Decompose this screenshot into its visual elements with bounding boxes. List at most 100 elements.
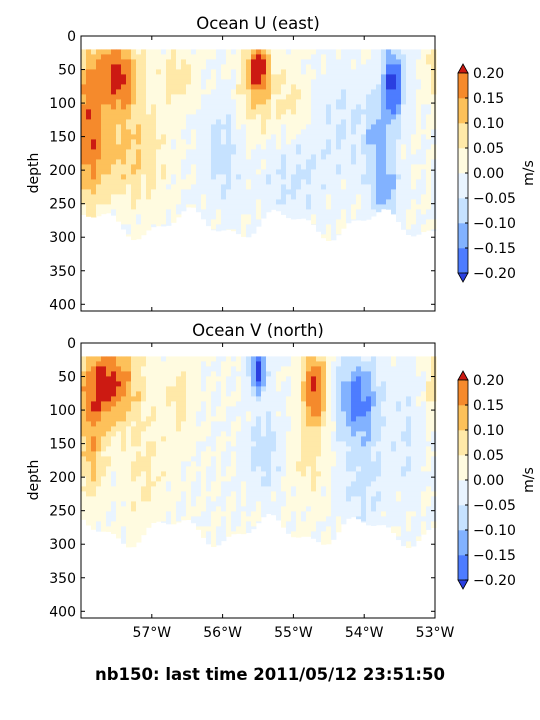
- heatmap-cell: [136, 396, 142, 402]
- heatmap-cell: [111, 406, 117, 412]
- heatmap-cell: [276, 406, 282, 412]
- heatmap-cell: [371, 109, 377, 115]
- heatmap-cell: [131, 361, 137, 367]
- heatmap-cell: [151, 214, 157, 220]
- heatmap-cell: [236, 209, 242, 215]
- heatmap-cell: [321, 139, 327, 145]
- heatmap-cell: [181, 129, 187, 135]
- heatmap-cell: [361, 174, 367, 180]
- heatmap-cell: [416, 109, 422, 115]
- heatmap-cell: [291, 209, 297, 215]
- heatmap-cell: [336, 134, 342, 140]
- heatmap-cell: [121, 119, 127, 125]
- heatmap-cell: [406, 386, 412, 392]
- heatmap-cell: [146, 361, 152, 367]
- heatmap-cell: [181, 184, 187, 190]
- heatmap-cell: [166, 506, 172, 512]
- heatmap-cell: [326, 466, 332, 472]
- heatmap-cell: [286, 506, 292, 512]
- heatmap-cell: [246, 486, 252, 492]
- heatmap-cell: [311, 139, 317, 145]
- heatmap-cell: [171, 501, 177, 507]
- heatmap-cell: [341, 174, 347, 180]
- heatmap-cell: [206, 386, 212, 392]
- heatmap-cell: [411, 84, 417, 90]
- heatmap-cell: [311, 426, 317, 432]
- heatmap-cell: [251, 506, 257, 512]
- heatmap-cell: [406, 476, 412, 482]
- heatmap-cell: [351, 506, 357, 512]
- heatmap-cell: [106, 491, 112, 497]
- heatmap-cell: [116, 104, 122, 110]
- heatmap-cell: [331, 209, 337, 215]
- heatmap-cell: [401, 89, 407, 95]
- heatmap-cell: [246, 516, 252, 522]
- heatmap-cell: [136, 54, 142, 60]
- heatmap-cell: [386, 461, 392, 467]
- heatmap-cell: [286, 446, 292, 452]
- heatmap-cell: [236, 134, 242, 140]
- heatmap-cell: [281, 481, 287, 487]
- heatmap-cell: [111, 214, 117, 216]
- heatmap-cell: [111, 199, 117, 205]
- heatmap-cell: [121, 189, 127, 195]
- heatmap-cell: [396, 466, 402, 472]
- heatmap-cell: [246, 94, 252, 100]
- heatmap-cell: [116, 179, 122, 185]
- heatmap-cell: [81, 194, 87, 200]
- heatmap-cell: [366, 366, 372, 372]
- heatmap-cell: [291, 54, 297, 60]
- heatmap-cell: [356, 189, 362, 195]
- heatmap-cell: [256, 386, 262, 392]
- heatmap-cell: [151, 149, 157, 155]
- heatmap-cell: [361, 214, 367, 220]
- heatmap-cell: [151, 396, 157, 402]
- heatmap-cell: [81, 371, 87, 377]
- heatmap-cell: [111, 521, 117, 527]
- heatmap-cell: [331, 451, 337, 457]
- heatmap-cell: [301, 149, 307, 155]
- heatmap-cell: [266, 441, 272, 447]
- heatmap-cell: [396, 99, 402, 105]
- heatmap-cell: [321, 154, 327, 160]
- heatmap-cell: [171, 461, 177, 467]
- heatmap-cell: [221, 536, 227, 542]
- heatmap-cell: [331, 516, 337, 522]
- heatmap-cell: [396, 451, 402, 457]
- heatmap-cell: [186, 466, 192, 472]
- heatmap-cell: [106, 461, 112, 467]
- heatmap-cell: [401, 124, 407, 130]
- heatmap-cell: [241, 481, 247, 487]
- heatmap-cell: [321, 89, 327, 95]
- heatmap-cell: [171, 124, 177, 130]
- heatmap-cell: [361, 466, 367, 472]
- heatmap-cell: [356, 204, 362, 210]
- heatmap-cell: [196, 129, 202, 135]
- heatmap-cell: [216, 471, 222, 477]
- heatmap-cell: [186, 501, 192, 507]
- heatmap-cell: [421, 361, 427, 367]
- heatmap-cell: [91, 526, 97, 530]
- heatmap-cell: [186, 416, 192, 422]
- heatmap-cell: [356, 144, 362, 150]
- heatmap-cell: [251, 501, 257, 507]
- heatmap-cell: [296, 496, 302, 502]
- heatmap-cell: [141, 49, 147, 55]
- heatmap-cell: [186, 476, 192, 482]
- heatmap-cell: [101, 94, 107, 100]
- heatmap-cell: [251, 491, 257, 497]
- heatmap-cell: [186, 506, 192, 512]
- heatmap-cell: [116, 109, 122, 115]
- heatmap-cell: [246, 411, 252, 417]
- heatmap-cell: [136, 109, 142, 115]
- heatmap-cell: [271, 456, 277, 462]
- heatmap-cell: [346, 501, 352, 507]
- heatmap-cell: [206, 411, 212, 417]
- heatmap-cell: [136, 361, 142, 367]
- heatmap-cell: [121, 541, 127, 544]
- heatmap-cell: [116, 501, 122, 507]
- heatmap-cell: [106, 371, 112, 377]
- heatmap-cell: [161, 64, 167, 70]
- heatmap-cell: [296, 471, 302, 477]
- heatmap-cell: [281, 466, 287, 472]
